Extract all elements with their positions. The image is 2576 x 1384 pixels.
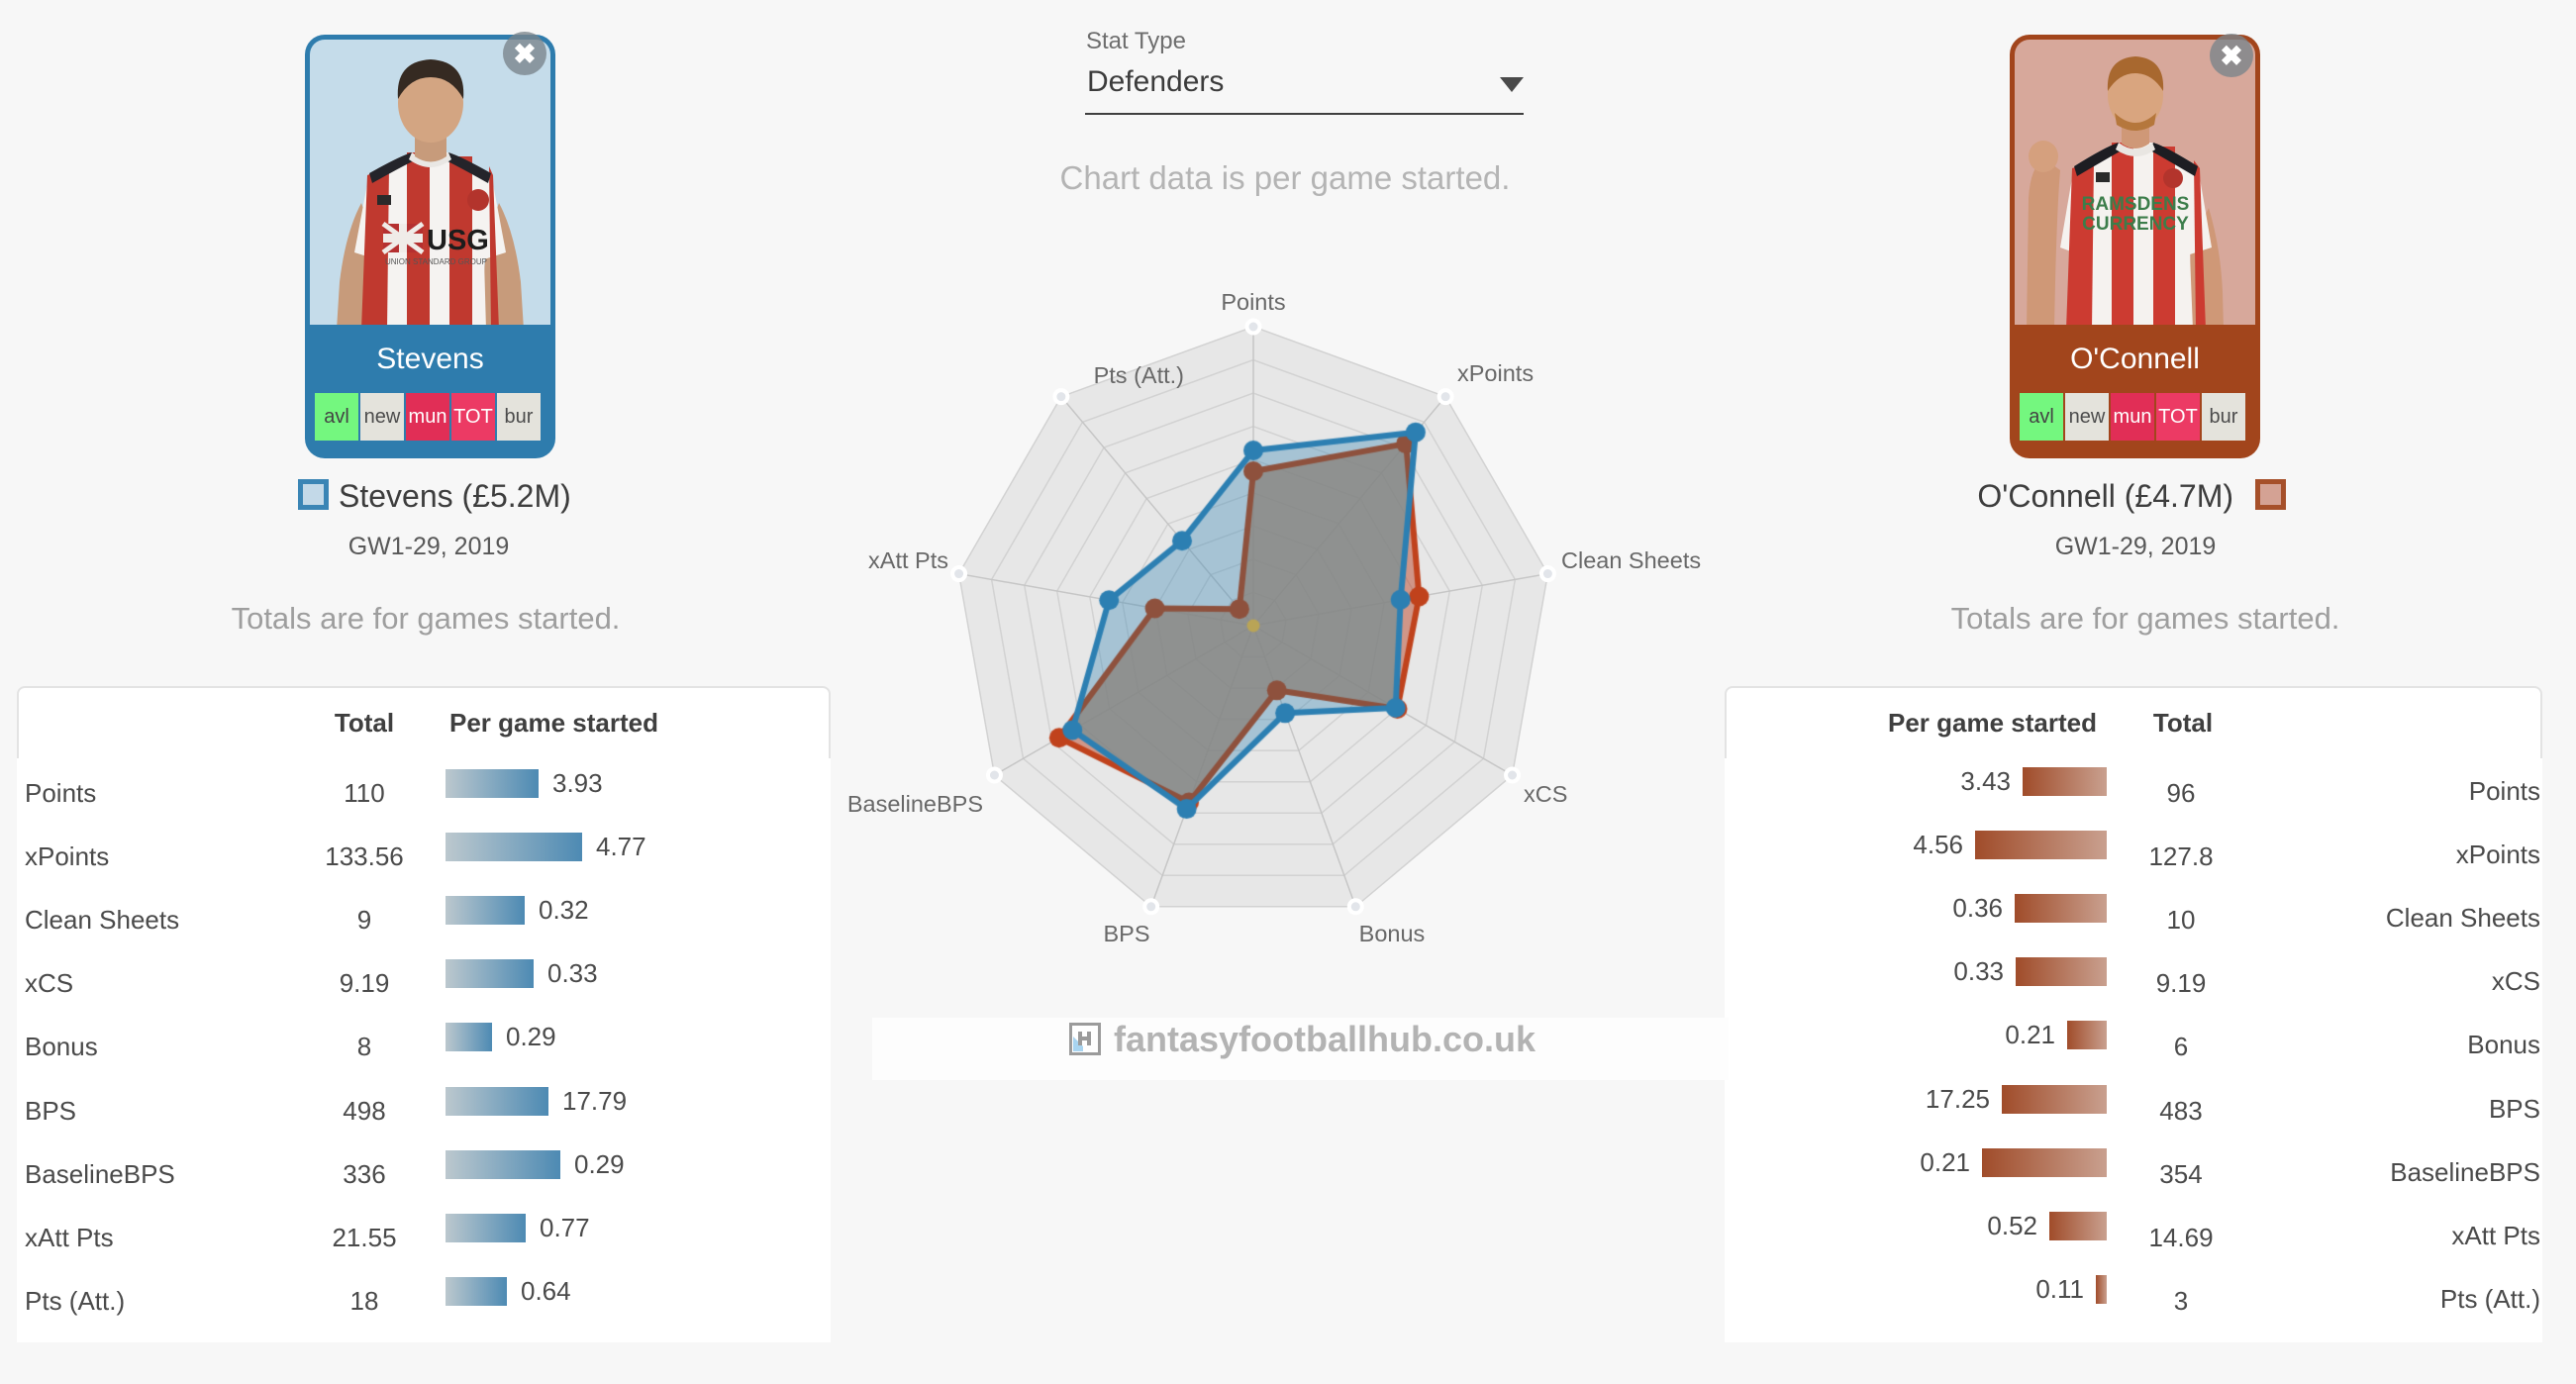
svg-text:UNION STANDARD GROUP: UNION STANDARD GROUP — [385, 257, 487, 266]
svg-text:RAMSDENS: RAMSDENS — [2082, 194, 2190, 215]
svg-text:CURRENCY: CURRENCY — [2082, 214, 2189, 235]
svg-text:USG: USG — [427, 225, 489, 256]
